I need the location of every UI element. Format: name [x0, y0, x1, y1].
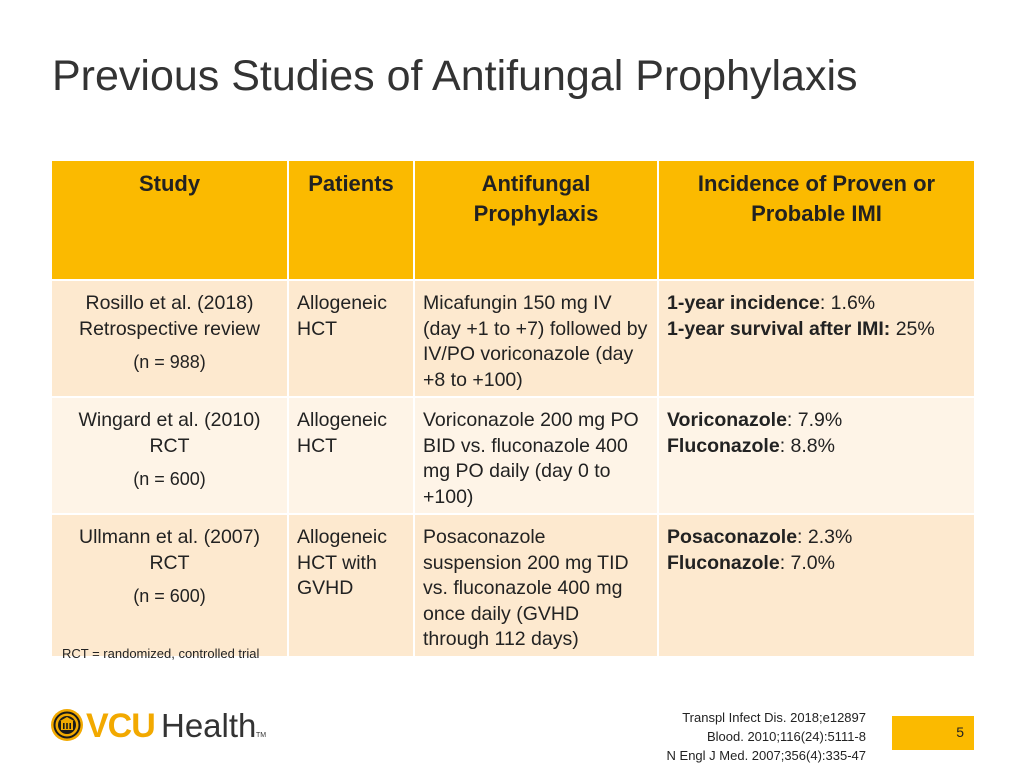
university-seal-icon — [51, 709, 83, 741]
reference-item: N Engl J Med. 2007;356(4):335-47 — [666, 748, 866, 763]
header-patients: Patients — [287, 159, 415, 281]
incidence-cell: Voriconazole: 7.9% Fluconazole: 8.8% — [657, 396, 976, 515]
study-cell: Wingard et al. (2010) RCT (n = 600) — [50, 396, 289, 515]
logo-vcu-text: VCU — [86, 707, 156, 745]
header-prophylaxis: Antifungal Prophylaxis — [413, 159, 659, 281]
table-row: Wingard et al. (2010) RCT (n = 600) Allo… — [50, 396, 976, 515]
page-number-box: 5 — [892, 716, 974, 750]
study-sample-size: (n = 600) — [133, 469, 206, 489]
study-name: Ullmann et al. (2007) — [78, 526, 260, 548]
study-design: RCT — [149, 434, 190, 457]
logo-trademark: TM — [256, 732, 267, 739]
page-number: 5 — [956, 724, 964, 740]
prophylaxis-cell: Voriconazole 200 mg PO BID vs. fluconazo… — [413, 396, 659, 515]
table-header-row: Study Patients Antifungal Prophylaxis In… — [50, 159, 976, 281]
outcome-label: 1-year survival after IMI: — [667, 317, 891, 340]
study-design: Retrospective review — [79, 317, 260, 340]
studies-table: Study Patients Antifungal Prophylaxis In… — [50, 159, 976, 658]
references: Transpl Infect Dis. 2018;e12897 Blood. 2… — [667, 708, 866, 765]
outcome-value: : 7.9% — [786, 409, 843, 431]
study-name: Wingard et al. (2010) — [78, 409, 261, 431]
reference-item: Blood. 2010;116(24):5111-8 — [706, 729, 866, 744]
reference-item: Transpl Infect Dis. 2018;e12897 — [682, 710, 866, 725]
logo-health-text: Health — [161, 707, 257, 744]
study-sample-size: (n = 988) — [133, 352, 206, 372]
outcome-label: Posaconazole — [667, 526, 798, 548]
outcome-value: 25% — [890, 317, 935, 340]
slide-title: Previous Studies of Antifungal Prophylax… — [52, 52, 858, 100]
outcome-value: : 2.3% — [797, 526, 853, 548]
header-incidence: Incidence of Proven or Probable IMI — [657, 159, 976, 281]
study-cell: Rosillo et al. (2018) Retrospective revi… — [50, 279, 289, 398]
outcome-label: Voriconazole — [667, 409, 787, 431]
outcome-value: : 7.0% — [779, 551, 835, 574]
incidence-cell: 1-year incidence: 1.6% 1-year survival a… — [657, 279, 976, 398]
study-sample-size: (n = 600) — [133, 586, 206, 606]
outcome-value: : 1.6% — [819, 292, 876, 314]
study-name: Rosillo et al. (2018) — [85, 292, 254, 314]
vcu-health-logo: VCU Health TM — [50, 706, 270, 746]
patients-cell: Allogeneic HCT — [287, 279, 415, 398]
table-row: Ullmann et al. (2007) RCT (n = 600) Allo… — [50, 513, 976, 658]
study-cell: Ullmann et al. (2007) RCT (n = 600) — [50, 513, 289, 658]
table-row: Rosillo et al. (2018) Retrospective revi… — [50, 279, 976, 398]
patients-cell: Allogeneic HCT with GVHD — [287, 513, 415, 658]
study-design: RCT — [149, 551, 190, 574]
header-study: Study — [50, 159, 289, 281]
outcome-label: Fluconazole — [667, 551, 780, 574]
incidence-cell: Posaconazole: 2.3% Fluconazole: 7.0% — [657, 513, 976, 658]
outcome-value: : 8.8% — [779, 434, 835, 457]
footnote: RCT = randomized, controlled trial — [62, 646, 260, 661]
patients-cell: Allogeneic HCT — [287, 396, 415, 515]
prophylaxis-cell: Micafungin 150 mg IV (day +1 to +7) foll… — [413, 279, 659, 398]
outcome-label: Fluconazole — [667, 434, 780, 457]
prophylaxis-cell: Posaconazole suspension 200 mg TID vs. f… — [413, 513, 659, 658]
outcome-label: 1-year incidence — [667, 292, 820, 314]
